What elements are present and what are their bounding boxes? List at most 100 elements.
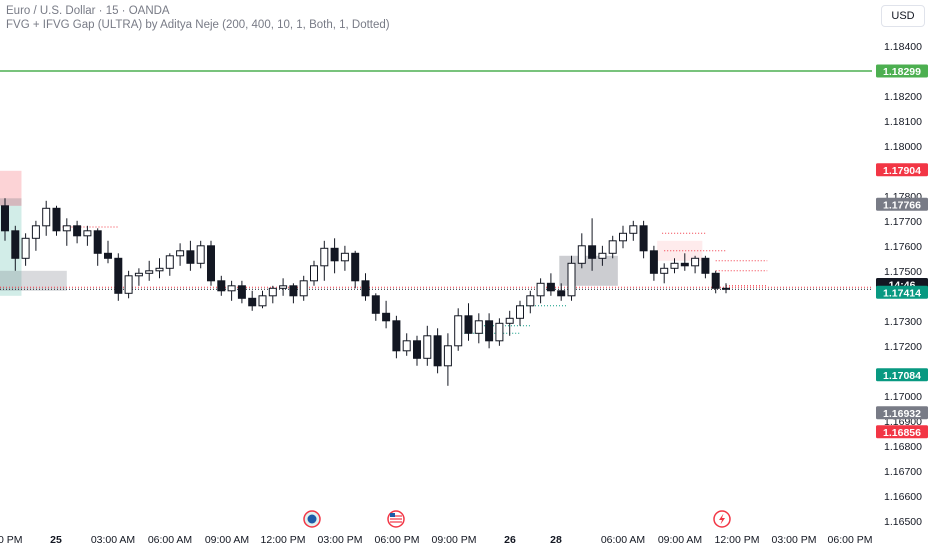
candle[interactable] xyxy=(464,303,473,341)
candle-body xyxy=(340,252,349,262)
candle[interactable] xyxy=(83,225,92,246)
candle[interactable] xyxy=(268,285,277,304)
candle-body xyxy=(62,225,71,232)
candle-body xyxy=(124,275,133,294)
candle[interactable] xyxy=(93,228,102,266)
gap-box xyxy=(0,198,22,206)
price-label: 1.16932 xyxy=(883,408,921,420)
candle[interactable] xyxy=(42,200,51,236)
price-tick: 1.18000 xyxy=(884,141,922,153)
candle[interactable] xyxy=(227,280,236,301)
currency-button[interactable]: USD xyxy=(881,5,925,27)
candle[interactable] xyxy=(588,218,597,271)
candle[interactable] xyxy=(196,240,205,269)
candle[interactable] xyxy=(21,233,30,266)
candle[interactable] xyxy=(577,233,586,269)
candle[interactable] xyxy=(423,325,432,366)
time-label: 12:00 PM xyxy=(261,534,306,546)
candle[interactable] xyxy=(186,240,195,271)
candle[interactable] xyxy=(649,245,658,281)
candle[interactable] xyxy=(443,333,452,386)
candle[interactable] xyxy=(320,240,329,281)
candle[interactable] xyxy=(1,198,9,241)
candle[interactable] xyxy=(382,300,391,329)
candle[interactable] xyxy=(279,278,288,296)
candle[interactable] xyxy=(505,310,514,336)
candle[interactable] xyxy=(454,308,463,351)
candle[interactable] xyxy=(371,293,380,321)
indicator-legend[interactable]: FVG + IFVG Gap (ULTRA) by Aditya Neje (2… xyxy=(6,19,390,31)
candle[interactable] xyxy=(722,283,730,294)
candle[interactable] xyxy=(433,328,442,374)
candle-body xyxy=(217,280,226,292)
candle[interactable] xyxy=(207,240,215,286)
candle[interactable] xyxy=(351,250,360,289)
candle[interactable] xyxy=(258,290,267,309)
candle[interactable] xyxy=(145,260,154,281)
candle[interactable] xyxy=(670,258,679,274)
candle[interactable] xyxy=(619,225,627,249)
candle[interactable] xyxy=(598,245,607,266)
candle[interactable] xyxy=(104,240,112,264)
candle[interactable] xyxy=(248,290,257,311)
candle[interactable] xyxy=(711,270,720,294)
candle[interactable] xyxy=(629,220,638,241)
candle[interactable] xyxy=(31,220,40,251)
candle[interactable] xyxy=(608,235,617,259)
candle-body xyxy=(31,225,40,239)
candle-body xyxy=(701,257,710,274)
candle[interactable] xyxy=(485,313,494,349)
candle[interactable] xyxy=(639,220,648,259)
candle[interactable] xyxy=(73,220,82,244)
candle-body xyxy=(83,230,92,237)
candle-body xyxy=(371,295,380,314)
candle[interactable] xyxy=(680,253,689,271)
candle[interactable] xyxy=(701,255,710,279)
candle[interactable] xyxy=(299,275,308,301)
candle[interactable] xyxy=(413,335,421,366)
time-label: 06:00 PM xyxy=(828,534,873,546)
candle-body xyxy=(598,252,607,259)
candle[interactable] xyxy=(495,318,504,346)
candle[interactable] xyxy=(402,333,411,356)
candle[interactable] xyxy=(237,280,246,304)
candle[interactable] xyxy=(526,290,535,314)
candle[interactable] xyxy=(289,283,298,304)
candle-body xyxy=(155,267,164,272)
candle[interactable] xyxy=(310,260,318,286)
candle[interactable] xyxy=(660,263,669,284)
candle-body xyxy=(660,267,669,274)
candle[interactable] xyxy=(176,243,185,266)
candle-body xyxy=(73,225,82,237)
candle-body xyxy=(443,345,452,367)
candle[interactable] xyxy=(114,253,123,301)
candle[interactable] xyxy=(340,245,349,271)
event-marker-lightning-icon[interactable] xyxy=(713,510,731,528)
event-marker-flag-us[interactable] xyxy=(387,510,405,528)
candle[interactable] xyxy=(62,218,71,246)
candle[interactable] xyxy=(557,283,566,301)
candle[interactable] xyxy=(11,225,20,271)
candle[interactable] xyxy=(361,273,370,301)
candle[interactable] xyxy=(124,270,133,299)
event-marker-flag-eu[interactable] xyxy=(303,510,321,528)
price-tick: 1.17700 xyxy=(884,216,922,228)
price-label: 1.16856 xyxy=(883,427,921,439)
candle[interactable] xyxy=(474,313,483,344)
candle[interactable] xyxy=(691,255,700,274)
candle[interactable] xyxy=(567,255,576,301)
candle[interactable] xyxy=(546,273,555,296)
price-tick: 1.18400 xyxy=(884,41,922,53)
candle[interactable] xyxy=(330,238,339,274)
candle[interactable] xyxy=(536,278,545,304)
candle[interactable] xyxy=(134,268,143,286)
candle-body xyxy=(310,265,318,282)
candle[interactable] xyxy=(217,275,226,296)
candle[interactable] xyxy=(516,300,524,326)
price-label-box xyxy=(876,368,928,382)
candle[interactable] xyxy=(52,205,61,236)
candle[interactable] xyxy=(165,253,174,276)
candle[interactable] xyxy=(392,315,401,359)
candle[interactable] xyxy=(155,258,164,279)
